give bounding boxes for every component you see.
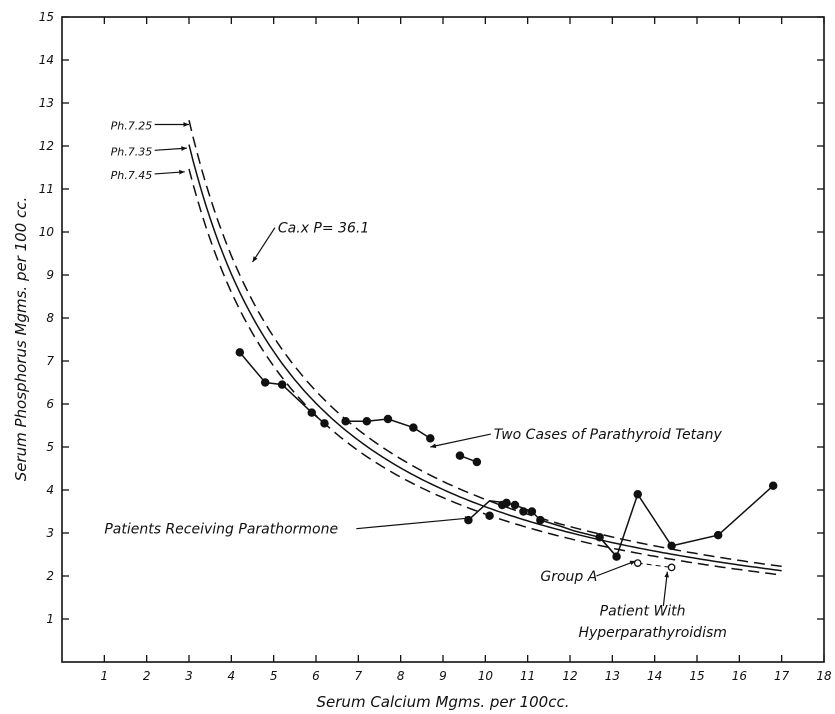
patients-receiving-parathormone-point [510, 500, 520, 510]
annotation-arrowhead [629, 560, 636, 566]
group-a-point [633, 559, 642, 567]
annotation-label: Ca.x P= 36.1 [278, 221, 369, 237]
two-cases-of-parathyroid-tetany-point [426, 434, 435, 443]
annotation-label: Group A [540, 569, 597, 585]
reference-curves [188, 120, 782, 576]
y-axis-title: Serum Phosphorus Mgms. per 100 cc. [12, 197, 30, 482]
curve-ph-7-25 [188, 120, 782, 568]
two-cases-of-parathyroid-tetany-point [455, 451, 465, 460]
annotation-label: Patients Receiving Parathormone [104, 522, 338, 538]
patients-receiving-parathormone-point [519, 507, 528, 516]
x-tick-label: 17 [774, 669, 790, 683]
annotation-arrowhead [430, 443, 437, 449]
annotation-label: Two Cases of Parathyroid Tetany [494, 427, 723, 443]
y-tick-label: 7 [46, 354, 54, 368]
annotation-arrow [430, 433, 491, 448]
two-cases-of-parathyroid-tetany-point [409, 423, 418, 432]
y-tick-label: 4 [46, 483, 54, 497]
patient-with-hyperparathyroidism-point [595, 533, 604, 542]
annotation-label: Ph.7.45 [111, 169, 153, 182]
curve-ph-7-35 [188, 144, 782, 572]
patients-receiving-parathormone-point [527, 507, 537, 516]
y-tick-label: 9 [46, 268, 54, 282]
annotation-arrowhead [183, 122, 189, 127]
two-cases-of-parathyroid-tetany-point [277, 380, 287, 389]
two-cases-of-parathyroid-tetany-point [472, 457, 482, 467]
axis-ticks: 1 2 3 4 5 6 7 8 9 10 11 12 13 14 15 16 17 181234567891011… [39, 10, 832, 683]
y-tick-label: 5 [46, 440, 54, 454]
x-axis-title: Serum Calcium Mgms. per 100cc. [317, 693, 570, 711]
y-tick-label: 3 [46, 526, 54, 540]
x-tick-label: 10 [478, 669, 494, 683]
two-cases-of-parathyroid-tetany-point [260, 378, 270, 387]
group-a-line [637, 562, 672, 568]
x-tick-label: 5 [270, 669, 278, 683]
data-series [235, 348, 778, 572]
x-tick-label: 12 [562, 669, 577, 683]
annotation-label: Hyperparathyroidism [578, 625, 726, 641]
two-cases-of-parathyroid-tetany-point [307, 408, 317, 417]
patient-with-hyperparathyroidism-point [667, 541, 676, 551]
x-tick-label: 15 [689, 669, 704, 683]
x-tick-label: 6 [312, 669, 320, 683]
patients-receiving-parathormone-point [485, 511, 494, 521]
patient-with-hyperparathyroidism-point [713, 530, 723, 540]
group-a-point [667, 563, 676, 572]
y-tick-label: 12 [39, 139, 54, 153]
x-tick-label: 16 [732, 669, 748, 683]
annotations: Ca.x P= 36.1 Two Cases of Parathyroid Tet… [104, 120, 727, 641]
annotation-arrow [251, 227, 276, 263]
patients-receiving-parathormone-point [536, 515, 545, 525]
annotation-arrow [356, 517, 471, 530]
annotation-arrowhead [664, 571, 670, 578]
annotation-label: Ph.7.35 [111, 145, 153, 158]
y-tick-label: 15 [39, 10, 54, 24]
y-tick-label: 10 [39, 225, 55, 239]
x-tick-label: 4 [228, 669, 236, 683]
curve-ph-7-45 [188, 168, 782, 576]
patients-receiving-parathormone-point [502, 498, 511, 508]
patient-with-hyperparathyroidism-line [599, 485, 774, 559]
y-tick-label: 14 [39, 53, 54, 67]
annotation-arrow [596, 560, 636, 577]
annotation-arrowhead [252, 256, 258, 263]
x-tick-label: 18 [816, 669, 832, 683]
x-tick-label: 8 [397, 669, 405, 683]
y-tick-label: 2 [46, 569, 54, 583]
annotation-arrowhead [179, 169, 185, 175]
x-tick-label: 14 [647, 669, 662, 683]
patients-receiving-parathormone-line [467, 500, 618, 558]
x-tick-label: 11 [520, 669, 535, 683]
x-tick-label: 1 [101, 669, 109, 683]
two-cases-of-parathyroid-tetany-point [383, 414, 393, 424]
x-tick-label: 9 [439, 669, 447, 683]
y-tick-label: 6 [46, 397, 54, 411]
annotation-arrowhead [464, 516, 471, 521]
y-tick-label: 11 [39, 182, 54, 196]
two-cases-of-parathyroid-tetany-point [235, 348, 245, 357]
patient-with-hyperparathyroidism-point [633, 490, 642, 499]
y-tick-label: 1 [46, 612, 54, 626]
x-tick-label: 13 [605, 669, 620, 683]
annotation-label: Ph.7.25 [111, 120, 153, 133]
two-cases-of-parathyroid-tetany-point [320, 419, 329, 428]
y-tick-label: 13 [39, 96, 54, 110]
y-tick-label: 8 [46, 311, 54, 325]
two-cases-of-parathyroid-tetany-point [362, 416, 372, 426]
x-tick-label: 3 [185, 669, 193, 683]
two-cases-of-parathyroid-tetany-point [341, 416, 350, 426]
annotation-arrowhead [181, 146, 187, 151]
patient-with-hyperparathyroidism-point [612, 552, 621, 561]
annotation-arrow [662, 571, 668, 607]
x-tick-label: 7 [355, 669, 363, 683]
patient-with-hyperparathyroidism-point [768, 481, 778, 490]
annotation-label: Patient With [600, 603, 686, 619]
x-tick-label: 2 [143, 669, 151, 683]
